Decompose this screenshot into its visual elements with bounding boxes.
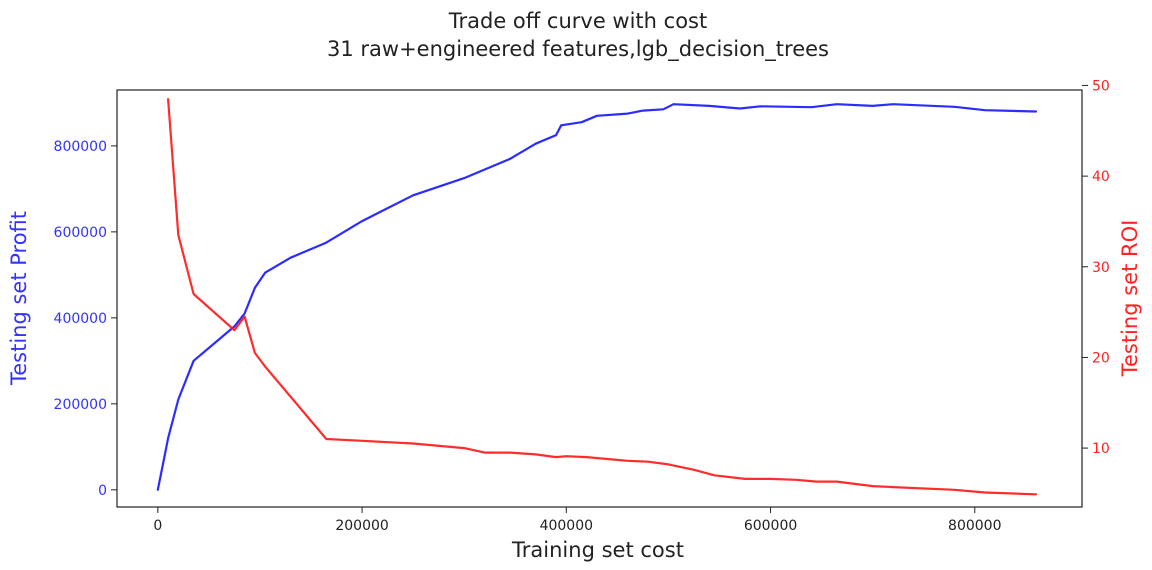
left-y-axis-label: Testing set Profit	[7, 211, 31, 386]
left-y-tick-label: 200000	[54, 397, 107, 413]
x-axis-label: Training set cost	[511, 538, 684, 562]
chart-title-line1: Trade off curve with cost	[448, 9, 707, 33]
roi-series-line	[167, 97, 1038, 496]
x-axis-ticks: 0 200000 400000 600000 800000	[153, 507, 1002, 534]
chart-title-line2: 31 raw+engineered features,lgb_decision_…	[327, 37, 829, 62]
left-y-tick-label: 400000	[54, 311, 107, 327]
right-y-tick-label: 30	[1092, 260, 1110, 276]
left-y-axis-ticks: 0 200000 400000 600000 800000	[54, 139, 117, 499]
right-y-tick-label: 40	[1092, 169, 1110, 185]
right-y-axis-label: Testing set ROI	[1118, 220, 1142, 378]
x-tick-label: 400000	[540, 518, 593, 534]
x-tick-label: 600000	[744, 518, 797, 534]
x-tick-label: 800000	[948, 518, 1001, 534]
left-y-tick-label: 600000	[54, 225, 107, 241]
profit-series-line	[156, 103, 1038, 491]
right-y-tick-label: 50	[1092, 78, 1110, 94]
plot-frame	[116, 89, 1083, 508]
left-y-tick-label: 0	[98, 483, 107, 499]
right-y-tick-label: 20	[1092, 350, 1110, 366]
left-y-tick-label: 800000	[54, 139, 107, 155]
right-y-axis-ticks: 10 20 30 40 50	[1082, 78, 1110, 457]
x-tick-label: 0	[153, 518, 162, 534]
series-layer	[156, 97, 1038, 496]
x-tick-label: 200000	[335, 518, 388, 534]
right-y-tick-label: 10	[1092, 441, 1110, 457]
